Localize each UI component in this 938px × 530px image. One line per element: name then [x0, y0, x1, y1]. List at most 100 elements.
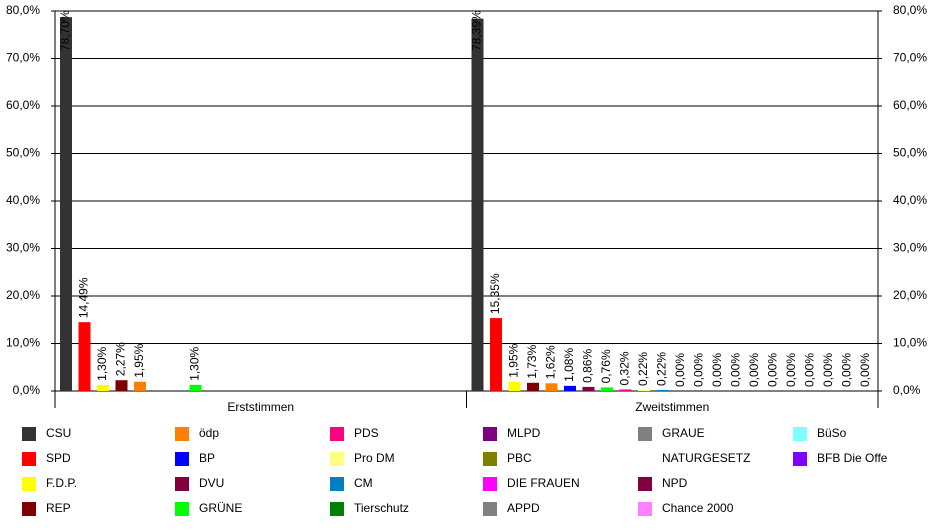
y-tick-label: 80,0% — [6, 3, 40, 17]
y2-tick-label: 70,0% — [893, 51, 927, 65]
y-tick-label: 10,0% — [6, 336, 40, 350]
value-label: 0,00% — [821, 353, 835, 387]
bar — [564, 385, 576, 391]
value-label: 0,00% — [747, 353, 761, 387]
legend-swatch — [483, 427, 497, 441]
value-label: 78,39% — [470, 10, 484, 51]
value-label: 0,22% — [636, 352, 650, 386]
legend-swatch — [175, 477, 189, 491]
bar — [601, 387, 613, 391]
value-label: 0,32% — [618, 351, 632, 385]
legend-label: DVU — [199, 476, 224, 490]
value-label: 0,00% — [692, 353, 706, 387]
legend-label: BüSo — [817, 426, 847, 440]
y-tick-label: 20,0% — [6, 288, 40, 302]
legend-swatch — [22, 502, 36, 516]
bar — [97, 384, 109, 391]
legend-label: Chance 2000 — [662, 501, 734, 515]
legend-label: PBC — [507, 451, 532, 465]
value-label: 1,30% — [188, 346, 202, 380]
legend-swatch — [175, 427, 189, 441]
bar — [471, 18, 484, 392]
legend-label: REP — [46, 501, 71, 515]
legend-label: GRAUE — [662, 426, 705, 440]
bar — [134, 381, 146, 391]
bar — [638, 389, 650, 391]
bar — [60, 17, 72, 392]
y2-tick-label: 10,0% — [893, 336, 927, 350]
bar — [656, 389, 669, 391]
legend-swatch — [330, 452, 344, 466]
bar — [527, 382, 539, 391]
legend-label: BFB Die Offe — [817, 451, 888, 465]
value-label: 0,22% — [655, 352, 669, 386]
y2-tick-label: 80,0% — [893, 3, 927, 17]
value-label: 1,95% — [507, 343, 521, 377]
legend-swatch — [483, 477, 497, 491]
legend-label: MLPD — [507, 426, 541, 440]
legend-swatch — [638, 452, 652, 466]
value-label: 0,00% — [673, 353, 687, 387]
value-label: 0,00% — [858, 353, 872, 387]
legend-label: NATURGESETZ — [662, 451, 750, 465]
legend-swatch — [330, 477, 344, 491]
y2-tick-label: 50,0% — [893, 146, 927, 160]
y2-tick-label: 0,0% — [893, 383, 921, 397]
value-label: 1,73% — [525, 344, 539, 378]
bar — [508, 381, 521, 391]
value-label: 0,76% — [599, 349, 613, 383]
value-label: 0,00% — [766, 353, 780, 387]
y2-tick-label: 30,0% — [893, 241, 927, 255]
y-tick-label: 50,0% — [6, 146, 40, 160]
value-label: 0,00% — [803, 353, 817, 387]
value-label: 1,95% — [132, 343, 146, 377]
legend-label: PDS — [354, 426, 379, 440]
x-tick-label: Erststimmen — [227, 400, 294, 414]
y-tick-label: 40,0% — [6, 193, 40, 207]
legend-label: ödp — [199, 426, 219, 440]
value-label: 78,70% — [58, 10, 72, 51]
legend-label: Pro DM — [354, 451, 395, 465]
legend-label: Tierschutz — [354, 501, 409, 515]
legend-swatch — [638, 427, 652, 441]
y2-tick-label: 60,0% — [893, 98, 927, 112]
legend-swatch — [22, 427, 36, 441]
y-tick-label: 60,0% — [6, 98, 40, 112]
legend-swatch — [638, 502, 652, 516]
y-tick-label: 0,0% — [13, 383, 41, 397]
value-label: 15,35% — [488, 273, 502, 314]
legend-swatch — [638, 477, 652, 491]
value-label: 0,86% — [581, 349, 595, 383]
bar — [545, 383, 558, 391]
value-label: 14,49% — [77, 277, 91, 318]
legend-swatch — [22, 452, 36, 466]
legend-label: GRÜNE — [199, 501, 242, 515]
legend-label: BP — [199, 451, 215, 465]
legend-swatch — [330, 427, 344, 441]
y-tick-label: 70,0% — [6, 51, 40, 65]
legend-swatch — [483, 502, 497, 516]
bar — [490, 318, 502, 391]
legend-swatch — [330, 502, 344, 516]
bar — [189, 384, 202, 391]
bar — [582, 386, 595, 391]
legend-label: NPD — [662, 476, 688, 490]
value-label: 1,30% — [95, 346, 109, 380]
legend-swatch — [175, 502, 189, 516]
x-tick-label: Zweitstimmen — [635, 400, 709, 414]
value-label: 1,62% — [544, 345, 558, 379]
legend-swatch — [22, 477, 36, 491]
y-tick-label: 30,0% — [6, 241, 40, 255]
legend-label: F.D.P. — [46, 476, 77, 490]
value-label: 2,27% — [114, 342, 128, 376]
legend-label: DIE FRAUEN — [507, 476, 580, 490]
value-label: 0,00% — [710, 353, 724, 387]
y2-tick-label: 20,0% — [893, 288, 927, 302]
legend-label: SPD — [46, 451, 71, 465]
value-label: 1,08% — [562, 348, 576, 382]
legend-label: CSU — [46, 426, 71, 440]
y2-tick-label: 40,0% — [893, 193, 927, 207]
bar — [78, 322, 91, 391]
legend-label: CM — [354, 476, 373, 490]
bar — [619, 389, 632, 391]
